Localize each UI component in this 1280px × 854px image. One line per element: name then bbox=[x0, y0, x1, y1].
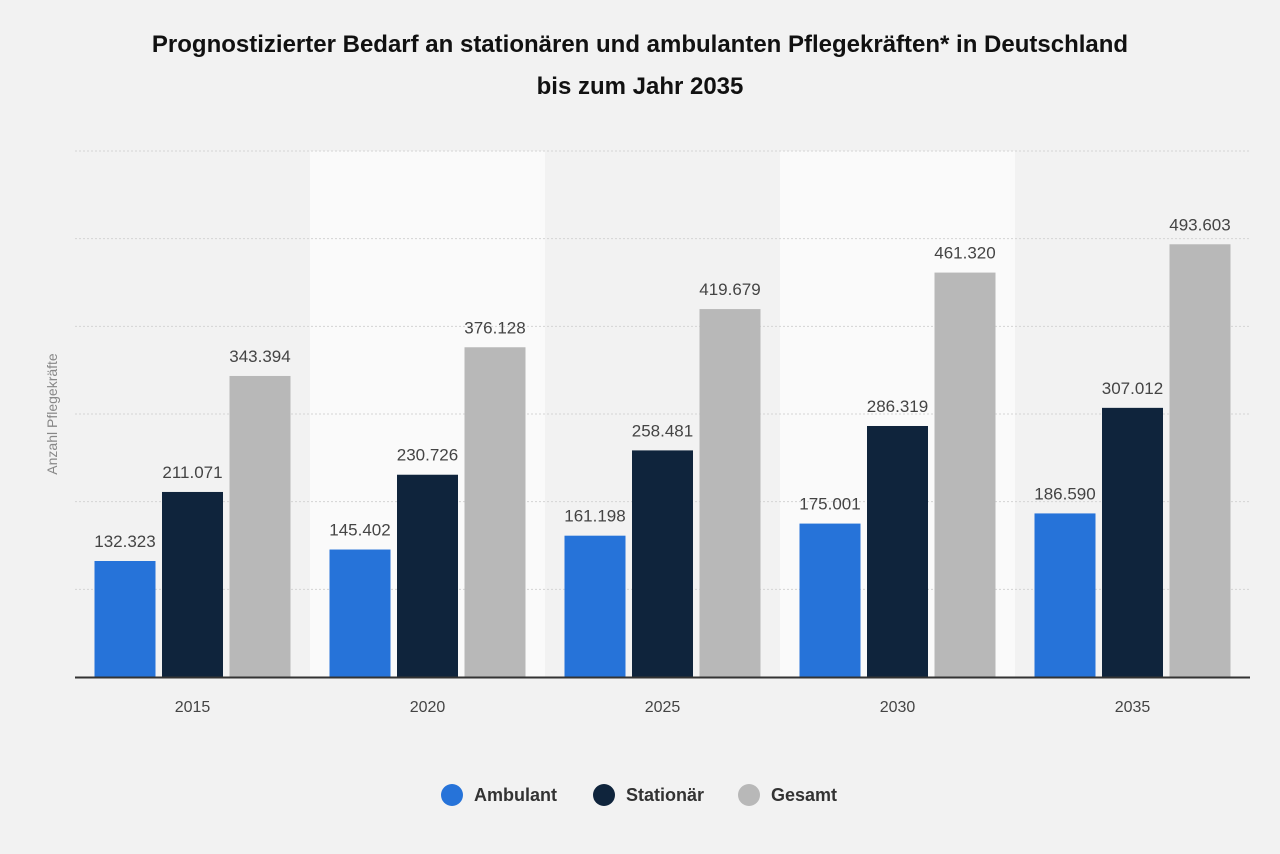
data-label: 211.071 bbox=[162, 463, 222, 482]
bar-ambulant-2015 bbox=[94, 560, 156, 677]
data-label: 175.001 bbox=[799, 495, 860, 514]
bar-ambulant-2030 bbox=[799, 523, 861, 677]
data-label: 307.012 bbox=[1102, 379, 1163, 398]
bar-gesamt-2025 bbox=[699, 309, 761, 677]
y-axis-label: Anzahl Pflegekräfte bbox=[44, 353, 60, 475]
legend-label: Gesamt bbox=[771, 785, 837, 805]
data-label: 230.726 bbox=[397, 446, 458, 465]
data-label: 145.402 bbox=[329, 521, 390, 540]
chart-title: Prognostizierter Bedarf an stationären u… bbox=[152, 31, 1128, 58]
x-tick-label: 2020 bbox=[410, 699, 446, 716]
legend-marker bbox=[738, 784, 760, 806]
bar-stationär-2015 bbox=[162, 491, 223, 677]
data-label: 461.320 bbox=[934, 244, 995, 263]
data-label: 376.128 bbox=[464, 318, 525, 337]
data-label: 343.394 bbox=[229, 347, 290, 366]
data-label: 419.679 bbox=[699, 280, 760, 299]
bar-ambulant-2025 bbox=[564, 535, 626, 677]
data-label: 493.603 bbox=[1169, 215, 1230, 234]
legend-marker bbox=[593, 784, 615, 806]
bar-gesamt-2030 bbox=[934, 272, 996, 677]
data-label: 132.323 bbox=[94, 532, 155, 551]
data-label: 161.198 bbox=[564, 507, 625, 526]
bar-stationär-2030 bbox=[867, 425, 928, 677]
legend-marker bbox=[441, 784, 463, 806]
bar-ambulant-2020 bbox=[329, 549, 391, 677]
bar-gesamt-2015 bbox=[229, 375, 291, 677]
legend-item-gesamt[interactable]: Gesamt bbox=[738, 784, 837, 806]
bar-gesamt-2035 bbox=[1169, 244, 1231, 677]
bar-stationär-2035 bbox=[1102, 407, 1163, 677]
bar-stationär-2020 bbox=[397, 474, 458, 677]
legend-item-ambulant[interactable]: Ambulant bbox=[441, 784, 557, 806]
data-label: 186.590 bbox=[1034, 484, 1095, 503]
x-tick-label: 2015 bbox=[175, 699, 211, 716]
bar-gesamt-2020 bbox=[464, 347, 526, 677]
legend-item-stationär[interactable]: Stationär bbox=[593, 784, 704, 806]
data-label: 286.319 bbox=[867, 397, 928, 416]
x-tick-label: 2035 bbox=[1115, 699, 1151, 716]
x-tick-label: 2025 bbox=[645, 699, 681, 716]
data-label: 258.481 bbox=[632, 421, 693, 440]
legend-label: Stationär bbox=[626, 785, 704, 805]
legend-label: Ambulant bbox=[474, 785, 557, 805]
bar-ambulant-2035 bbox=[1034, 513, 1096, 677]
x-tick-label: 2030 bbox=[880, 699, 916, 716]
bar-stationär-2025 bbox=[632, 450, 693, 677]
chart-subtitle: bis zum Jahr 2035 bbox=[537, 73, 744, 100]
